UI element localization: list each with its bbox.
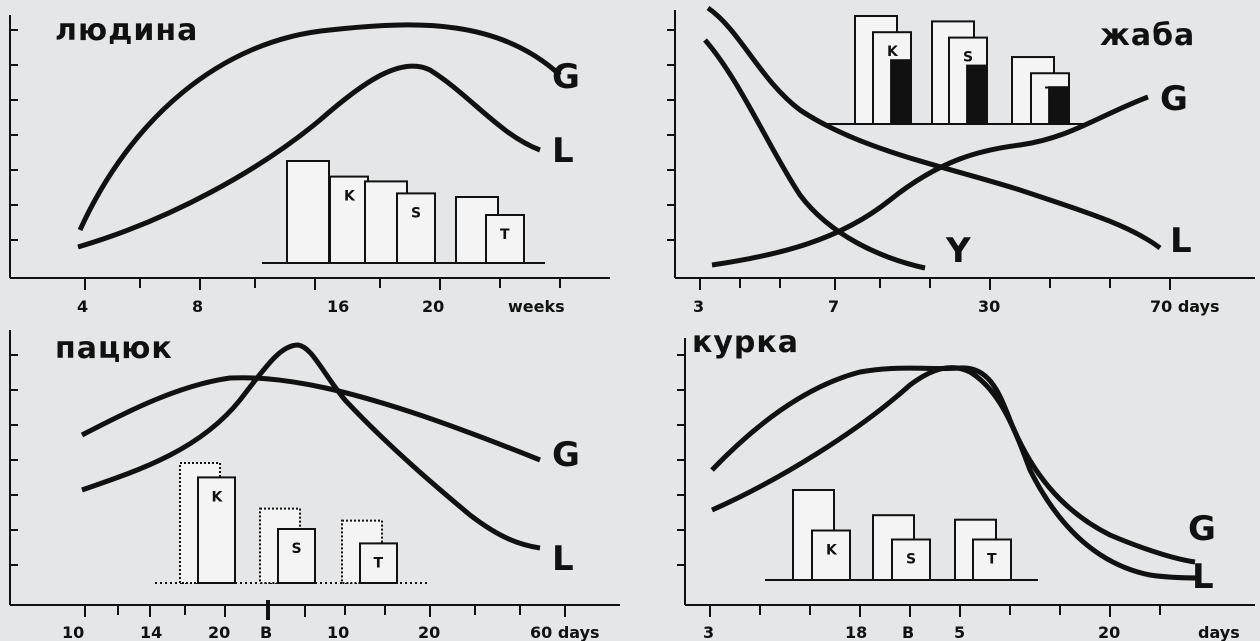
panel-title-human: людина [55, 13, 198, 48]
bar-groups: K S T [286, 160, 525, 265]
curve-g [711, 94, 1149, 268]
x-tick-label: 3 [703, 623, 714, 641]
curve-label-g: G [1188, 509, 1216, 549]
panel-title-rat: пацюк [55, 331, 173, 366]
bar-k-front [197, 476, 236, 584]
x-axis-unit: 60 days [530, 623, 600, 641]
bar-s-front [891, 538, 931, 581]
x-tick-label: 30 [978, 297, 1000, 316]
curve-label-g: G [1160, 79, 1188, 119]
curve-label-g: G [552, 57, 580, 97]
x-tick-label: 8 [192, 297, 203, 316]
bar-k-front [811, 529, 851, 581]
x-tick-label: 20 [418, 623, 440, 641]
bar-label-k: K [826, 543, 838, 559]
bar-label-k: K [887, 44, 899, 60]
bar-label-s: S [411, 205, 421, 221]
panel-title-chicken: курка [692, 325, 799, 360]
bar-label-t: T [374, 555, 384, 571]
x-tick-label: 20 [1098, 623, 1120, 641]
bar-label-s: S [292, 541, 302, 557]
x-tick-label: 3 [693, 297, 704, 316]
bar-label-s: S [906, 552, 916, 568]
x-tick-label: 20 [208, 623, 230, 641]
bar-label-t: T [987, 552, 997, 568]
bar-t-front [359, 542, 398, 585]
x-tick-label: 10 [327, 623, 349, 641]
curve-l [81, 342, 541, 551]
bar-label-t: T [500, 227, 510, 243]
bar-k-filled [890, 59, 911, 125]
bar-s-front [396, 192, 436, 264]
curve-label-g: G [552, 435, 580, 475]
bar-t-front [972, 538, 1012, 581]
curve-l [710, 365, 1201, 581]
y-ticks [677, 354, 685, 566]
curve-label-l: L [1192, 557, 1214, 597]
panel-title-toad: жаба [1100, 18, 1195, 53]
curve-label-l: L [552, 131, 574, 171]
bar-k-back [286, 160, 330, 264]
x-tick-label: 10 [62, 623, 84, 641]
bar-label-s: S [963, 50, 973, 66]
curve-label-l: L [1170, 221, 1192, 261]
curve-label-l: L [552, 539, 574, 579]
bar-label-t: T [1045, 85, 1055, 101]
curve-label-y: Y [945, 231, 971, 271]
x-axis-unit: 70 days [1150, 297, 1220, 316]
x-ticks [84, 600, 566, 620]
x-tick-label-birth: B [260, 623, 272, 641]
y-ticks [10, 354, 18, 566]
x-tick-label: 5 [954, 623, 965, 641]
curve-l [77, 63, 541, 250]
bar-groups: K S T [179, 462, 398, 585]
curve-g [77, 22, 562, 232]
curve-g [80, 375, 541, 463]
x-tick-label: 20 [422, 297, 444, 316]
x-axis-unit: days [1198, 623, 1240, 641]
curve-l [706, 5, 1162, 250]
x-tick-label: 7 [828, 297, 839, 316]
bar-groups: K S T [854, 15, 1070, 126]
bar-label-k: K [212, 489, 224, 505]
bar-label-k: K [344, 189, 356, 205]
bar-t-front [485, 214, 525, 264]
x-tick-label: 14 [140, 623, 162, 641]
bar-s-front [277, 528, 316, 584]
panel-chicken: курка 3 18 B 5 20 days G L K S T [677, 325, 1255, 641]
x-tick-label: 4 [77, 297, 88, 316]
x-tick-label-hatch: B [902, 623, 914, 641]
curve-y [703, 38, 926, 271]
y-ticks [667, 29, 675, 241]
x-tick-label: 18 [845, 623, 867, 641]
y-ticks [10, 29, 18, 241]
bar-t-filled [1048, 86, 1069, 124]
x-ticks [709, 605, 1161, 617]
panel-human: людина 4 8 16 20 weeks G L K S T [9, 13, 610, 316]
panel-rat: пацюк 10 14 20 B 10 20 60 days G L K [9, 330, 620, 641]
x-ticks [84, 278, 561, 290]
panel-toad: жаба 3 7 30 70 days G L Y K S T [667, 5, 1255, 316]
bar-s-filled [966, 64, 987, 124]
x-axis-unit: weeks [508, 297, 565, 316]
x-tick-label: 16 [327, 297, 349, 316]
x-ticks [699, 278, 1171, 290]
curve-g [710, 365, 1196, 565]
